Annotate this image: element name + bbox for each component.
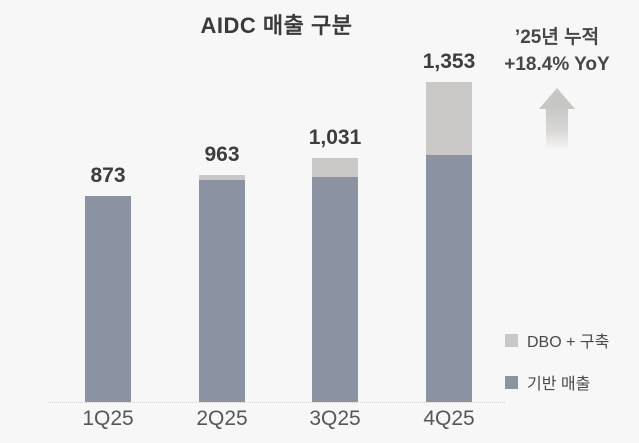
bar-total-label-1Q25: 873 — [90, 164, 126, 187]
x-axis-label-4Q25: 4Q25 — [423, 407, 475, 430]
legend-item-base: 기반 매출 — [505, 370, 635, 394]
bar-total-label-4Q25: 1,353 — [422, 50, 476, 73]
x-axis-line — [48, 402, 505, 403]
yoy-annotation: ’25년 누적 +18.4% YoY — [492, 24, 622, 150]
x-axis-label-2Q25: 2Q25 — [196, 407, 248, 430]
bar-segment-base-2Q25 — [199, 180, 245, 402]
legend-swatch-base — [505, 375, 518, 389]
bar-total-label-3Q25: 1,031 — [308, 126, 362, 149]
bar-segment-dbo-3Q25 — [312, 158, 358, 177]
bar-segment-dbo-2Q25 — [199, 175, 245, 180]
bar-segment-base-1Q25 — [85, 196, 131, 402]
x-axis-label-3Q25: 3Q25 — [309, 407, 361, 430]
bar-total-label-2Q25: 963 — [204, 143, 240, 166]
legend-swatch-dbo — [505, 333, 518, 347]
legend-label-base: 기반 매출 — [527, 376, 591, 393]
bar-segment-base-3Q25 — [312, 177, 358, 402]
up-arrow-shaft — [546, 108, 568, 150]
yoy-annotation-line1: ’25년 누적 — [514, 27, 600, 48]
legend: DBO + 구축 기반 매출 — [505, 328, 635, 412]
up-arrow-head — [539, 88, 575, 109]
bar-segment-base-4Q25 — [426, 155, 472, 402]
yoy-annotation-line2: +18.4% YoY — [504, 54, 610, 75]
bar-segment-dbo-4Q25 — [426, 82, 472, 155]
chart-title: AIDC 매출 구분 — [200, 13, 353, 38]
up-arrow-icon — [539, 88, 575, 150]
legend-label-dbo: DBO + 구축 — [527, 334, 610, 351]
legend-item-dbo: DBO + 구축 — [505, 328, 635, 352]
x-axis-label-1Q25: 1Q25 — [82, 407, 134, 430]
